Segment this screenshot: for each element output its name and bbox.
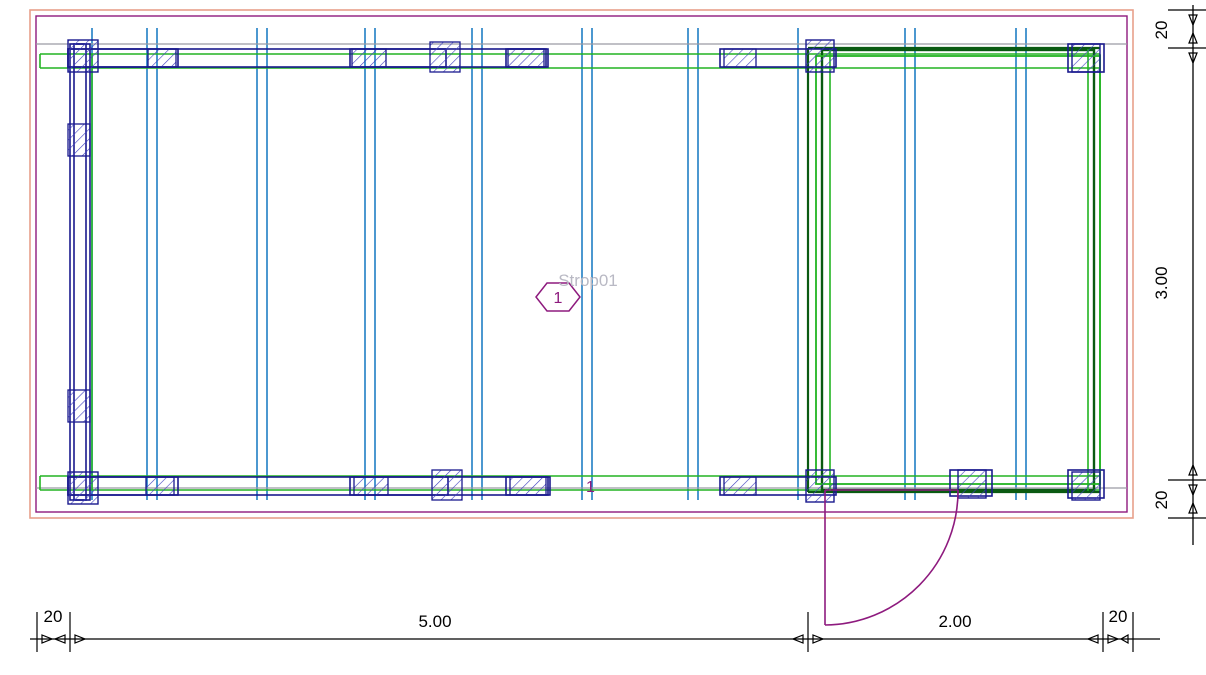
door-swing: [824, 489, 959, 626]
vdim-label-span-3: 3.00: [1152, 266, 1171, 299]
dim-label-right-20: 20: [1109, 607, 1128, 626]
dim-label-span-2: 2.00: [938, 612, 971, 631]
grid-lines-blue: [91, 28, 1027, 500]
vdim-label-top-20: 20: [1152, 21, 1171, 40]
vdim-label-bottom-20: 20: [1152, 491, 1171, 510]
outer-wall-outline: [29, 9, 1134, 519]
inner-wall-outline: [35, 15, 1128, 513]
vertical-dimension-chain: 20 3.00 20: [1152, 5, 1206, 545]
dim-label-left-20: 20: [44, 607, 63, 626]
horizontal-dimension-chain: 20 5.00 2.00 20: [30, 607, 1160, 652]
dim-label-span-5: 5.00: [418, 612, 451, 631]
reference-lines-gray: [36, 43, 1127, 489]
slab-name-label: Strop01: [558, 271, 618, 290]
axis-label: 1: [586, 479, 595, 496]
slab-marker[interactable]: 1: [535, 282, 581, 312]
slab-marker-number: 1: [554, 290, 563, 307]
hatched-column-blocks: [67, 39, 1101, 505]
